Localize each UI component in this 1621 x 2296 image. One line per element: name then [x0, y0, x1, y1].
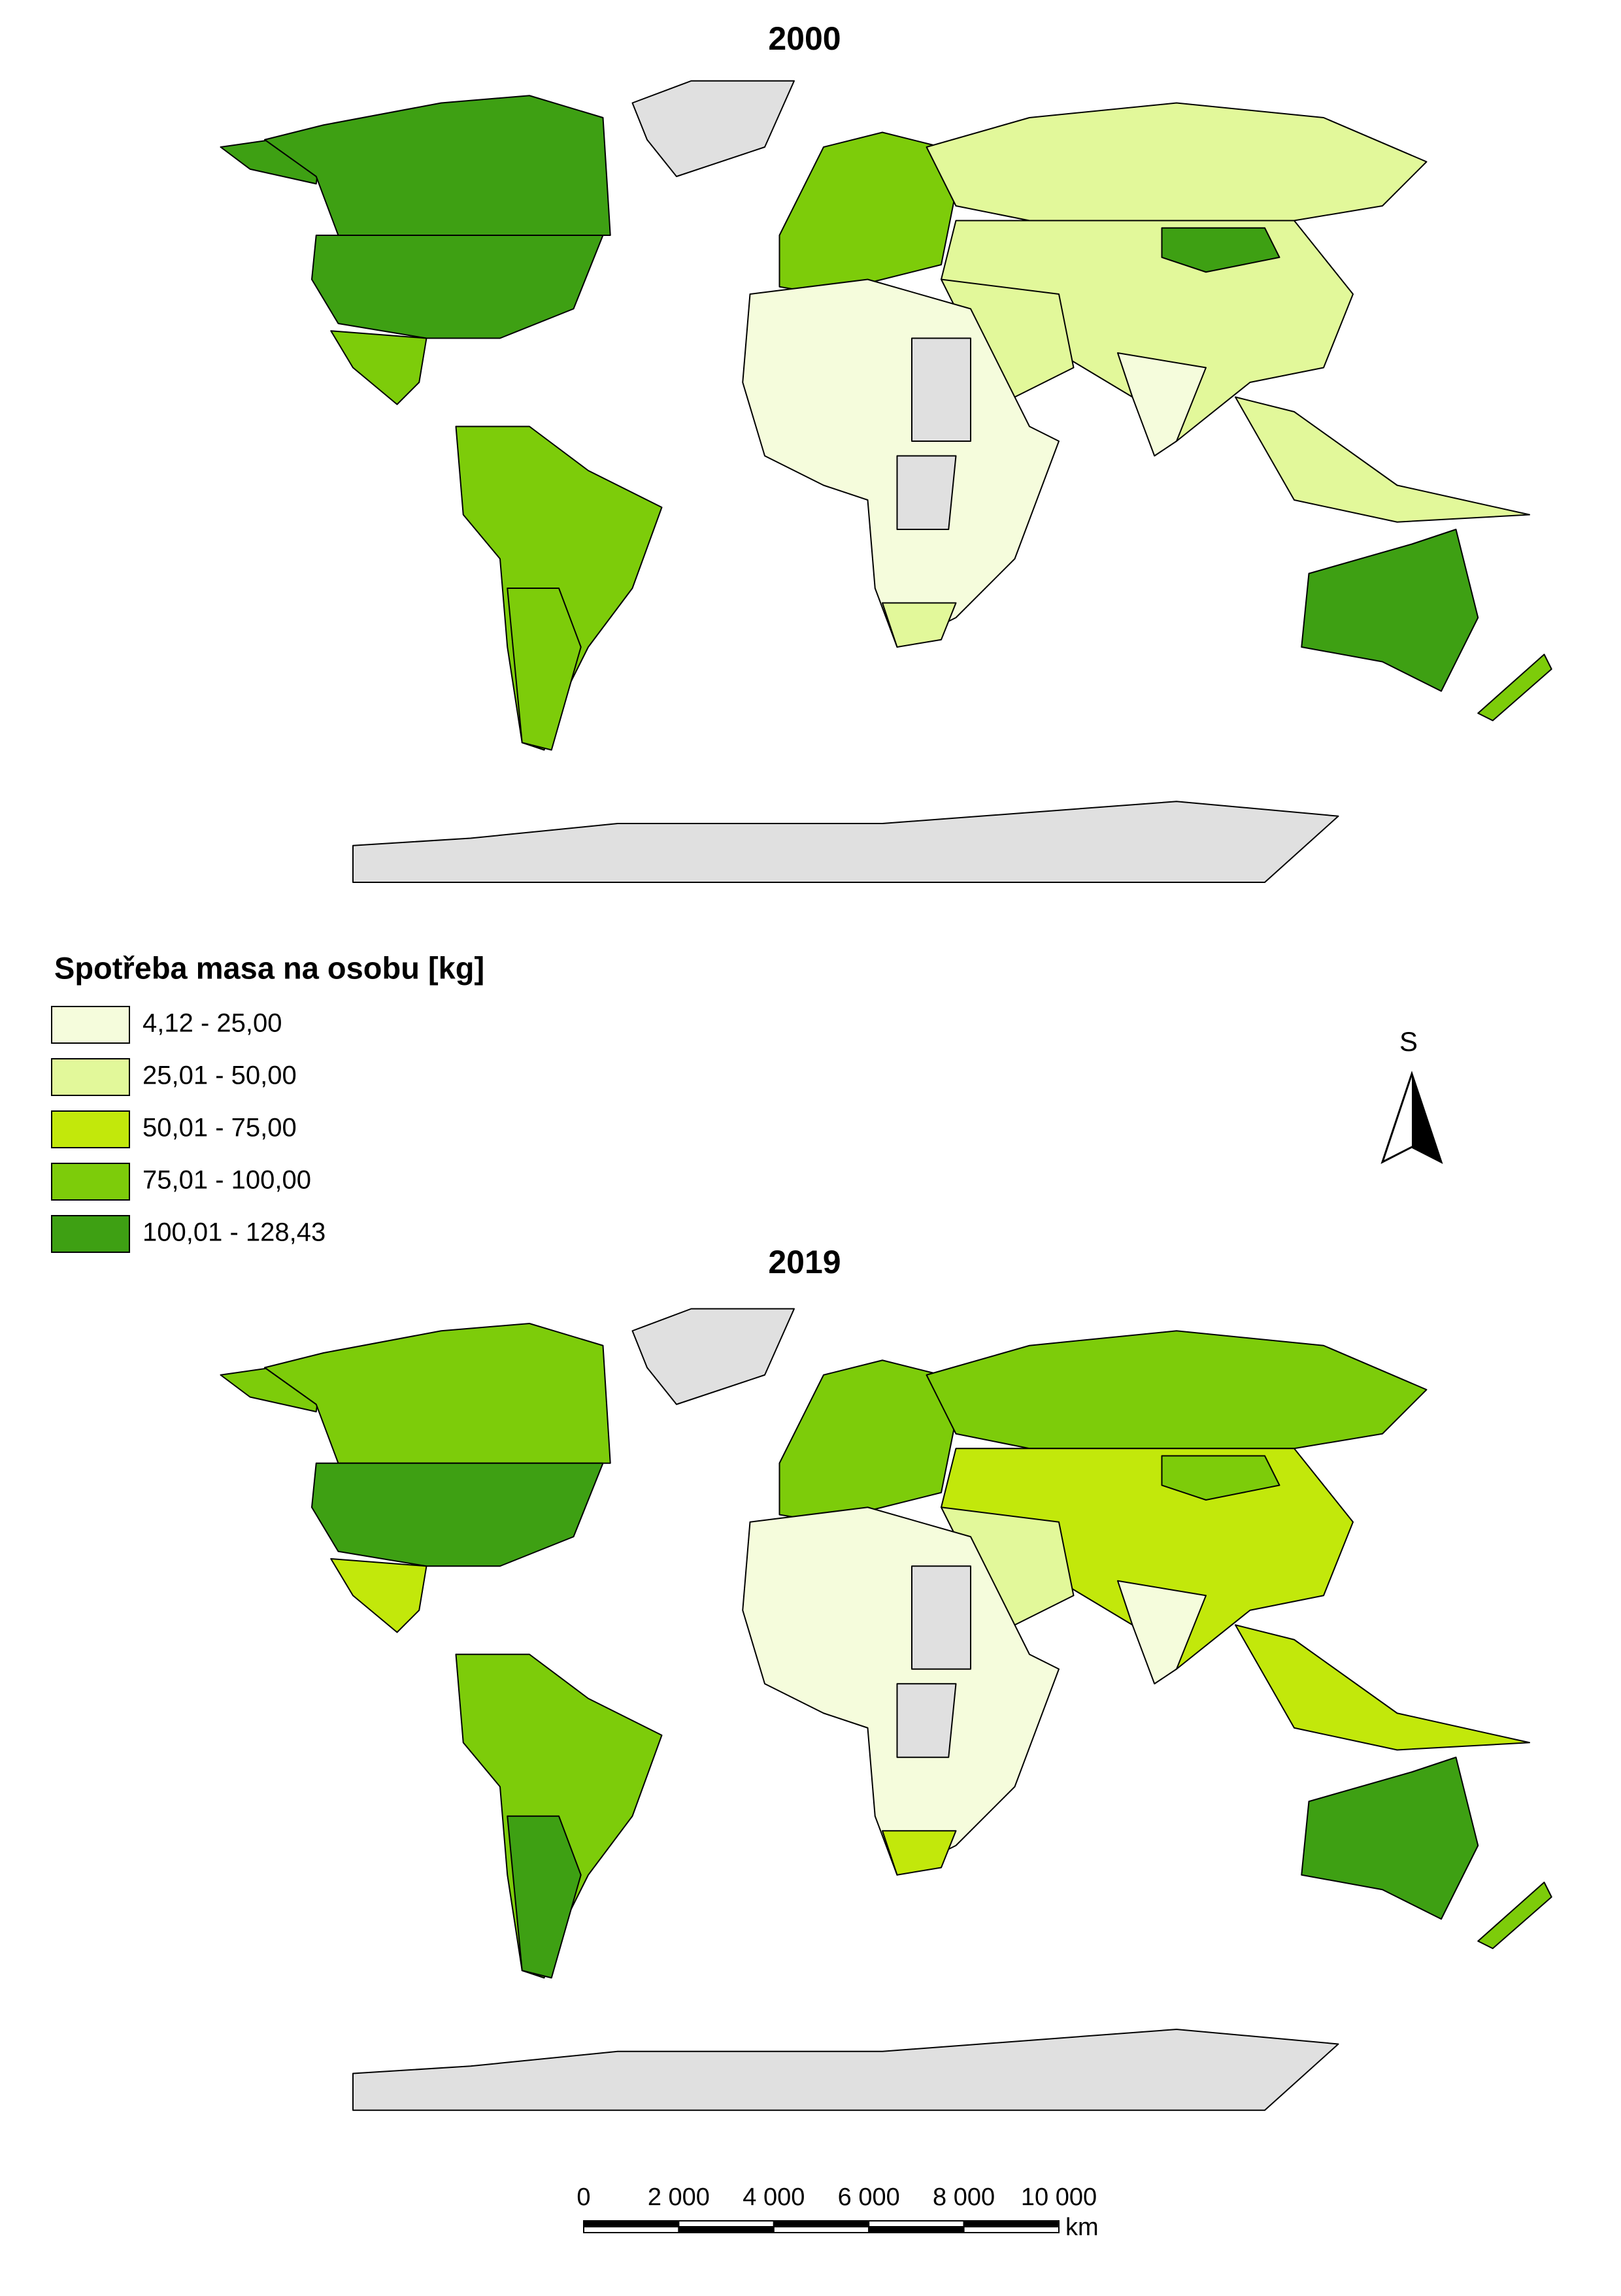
land	[912, 339, 971, 442]
legend-swatch	[51, 1163, 130, 1201]
map-title: 2019	[768, 1244, 841, 1280]
scale-segment	[583, 2226, 680, 2233]
legend-label: 100,01 - 128,43	[142, 1218, 326, 1247]
scale-segment	[868, 2226, 965, 2233]
legend-swatch	[51, 1058, 130, 1096]
land	[1478, 654, 1552, 720]
land	[1301, 1757, 1478, 1920]
land	[312, 235, 603, 339]
scale-label: 4 000	[743, 2184, 805, 2211]
legend-title: Spotřeba masa na osobu [kg]	[54, 950, 484, 985]
land	[353, 2029, 1339, 2110]
land	[1301, 529, 1478, 691]
legend: 4,12 - 25,00 25,01 - 50,00 50,01 - 75,00 75…	[51, 1006, 326, 1253]
land	[633, 81, 795, 176]
legend-label: 50,01 - 75,00	[142, 1114, 297, 1142]
land	[1118, 1581, 1206, 1684]
scale-segment	[678, 2220, 775, 2227]
scale-segment	[868, 2220, 965, 2227]
land	[265, 95, 610, 235]
land	[780, 133, 956, 295]
scale-label: 6 000	[838, 2184, 900, 2211]
scale-label: 0	[577, 2184, 590, 2211]
land	[1478, 1882, 1552, 1948]
scale-bar: 0 2 000 4 000 6 000 8 000 10 000 km	[577, 2184, 1098, 2241]
land	[265, 1323, 610, 1463]
land	[312, 1463, 603, 1567]
land	[353, 801, 1339, 882]
legend-swatch	[51, 1006, 130, 1044]
scale-segment	[678, 2226, 775, 2233]
land	[1235, 1625, 1529, 1750]
scale-segment	[773, 2226, 870, 2233]
scale-label: 10 000	[1021, 2184, 1097, 2211]
scale-unit: km	[1065, 2214, 1099, 2241]
land	[1235, 397, 1529, 522]
land	[1162, 1456, 1280, 1501]
world-map	[221, 1309, 1552, 2110]
legend-label: 4,12 - 25,00	[142, 1009, 282, 1038]
land	[331, 331, 426, 405]
scale-segment	[583, 2220, 680, 2227]
land	[507, 1816, 581, 1978]
scale-label: 2 000	[648, 2184, 710, 2211]
legend-label: 25,01 - 50,00	[142, 1061, 297, 1090]
legend-label: 75,01 - 100,00	[142, 1166, 311, 1195]
scale-segment	[773, 2220, 870, 2227]
land	[897, 456, 956, 530]
north-label: S	[1399, 1026, 1418, 1057]
land	[912, 1566, 971, 1669]
land	[1162, 228, 1280, 273]
land	[507, 588, 581, 750]
legend-swatch	[51, 1110, 130, 1148]
scale-segment	[963, 2226, 1060, 2233]
land	[897, 1684, 956, 1757]
land	[331, 1559, 426, 1633]
scale-segment	[963, 2220, 1060, 2227]
land	[633, 1309, 795, 1405]
land	[927, 1331, 1427, 1448]
land	[927, 103, 1427, 221]
land	[780, 1360, 956, 1522]
land	[1118, 353, 1206, 456]
world-map	[221, 81, 1552, 882]
legend-swatch	[51, 1215, 130, 1253]
land	[882, 603, 956, 648]
land	[882, 1831, 956, 1875]
map-title: 2000	[768, 20, 841, 57]
scale-label: 8 000	[933, 2184, 995, 2211]
north-arrow-half	[1412, 1074, 1441, 1162]
